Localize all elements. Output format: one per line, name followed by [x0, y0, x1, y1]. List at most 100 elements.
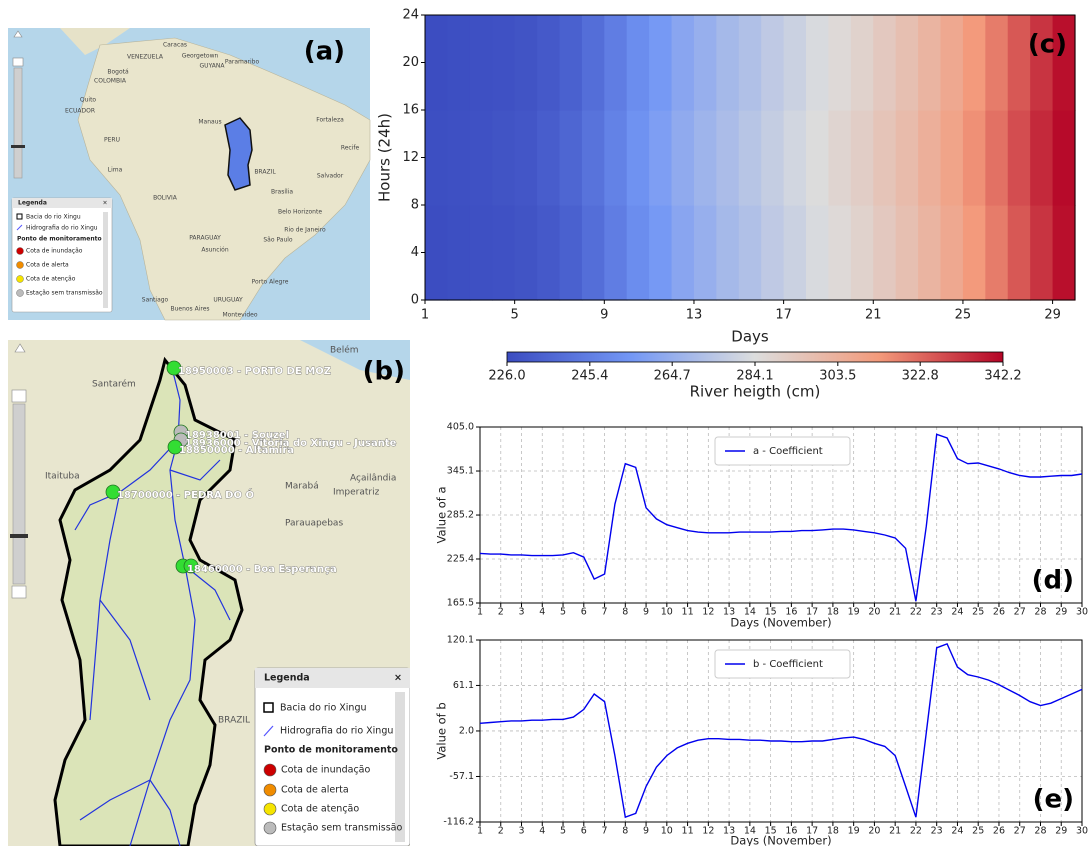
heat-cell [761, 15, 784, 111]
x-tick-label: 9 [643, 826, 649, 837]
y-tick-label: 16 [402, 103, 419, 118]
place-label: Rio de Janeiro [284, 227, 326, 234]
place-label: Santiago [142, 297, 169, 304]
heat-cell [694, 110, 717, 206]
legend-close[interactable]: × [394, 673, 402, 684]
legend-item: Cota de atenção [281, 804, 359, 815]
place-label: Fortaleza [316, 117, 344, 124]
x-tick-label: 2 [498, 826, 504, 837]
place-label: Bogotá [107, 69, 129, 76]
heat-cell [492, 205, 515, 301]
heat-cell [784, 205, 807, 301]
x-tick-label: 17 [775, 308, 792, 323]
heat-cell [739, 110, 762, 206]
x-tick-label: 4 [539, 826, 545, 837]
place-label: Quito [80, 97, 97, 104]
heat-cell [470, 205, 493, 301]
place-label: Montevideo [222, 312, 257, 319]
legend-box [255, 668, 410, 846]
heat-cell [425, 110, 448, 206]
zoom-out[interactable] [12, 586, 26, 598]
x-tick-label: 24 [951, 826, 963, 837]
y-tick-label: 225.4 [447, 553, 474, 564]
place-label: Caracas [163, 42, 187, 49]
y-tick-label: 20 [402, 55, 419, 70]
zoom-handle[interactable] [10, 534, 28, 538]
x-tick-label: 24 [951, 607, 963, 618]
heat-cell [627, 205, 650, 301]
x-tick-label: 9 [643, 607, 649, 618]
x-tick-label: 4 [539, 607, 545, 618]
heat-cell [672, 15, 695, 111]
heat-cell [425, 15, 448, 111]
x-tick-label: 26 [993, 826, 1005, 837]
zoom-slider[interactable] [13, 404, 25, 584]
zoom-in[interactable] [13, 58, 23, 66]
heat-cell [941, 15, 964, 111]
heat-cell [784, 110, 807, 206]
heat-cell [627, 15, 650, 111]
zoom-in[interactable] [12, 390, 26, 402]
place-label: PERU [104, 137, 120, 144]
x-tick-label: 5 [560, 607, 566, 618]
heat-cell [873, 15, 896, 111]
heat-cell [1053, 205, 1076, 301]
y-tick-label: -116.2 [443, 817, 474, 828]
heat-cell [1008, 110, 1031, 206]
heat-cell [896, 15, 919, 111]
x-tick-label: 12 [702, 826, 714, 837]
heat-cell [918, 110, 941, 206]
legend-item: Hidrografia do rio Xingu [26, 225, 98, 232]
y-tick-label: 4 [411, 245, 419, 260]
colorbar-label: River heigth (cm) [690, 383, 821, 401]
place-label: São Paulo [263, 237, 293, 244]
heat-cell [1030, 110, 1053, 206]
x-tick-label: 30 [1076, 826, 1088, 837]
heat-cell [739, 205, 762, 301]
x-tick-label: 29 [1055, 607, 1067, 618]
place-label: Salvador [317, 173, 344, 180]
legend-close[interactable]: × [102, 200, 107, 207]
colorbar-tick-label: 264.7 [654, 369, 691, 384]
heat-cell [447, 110, 470, 206]
heat-cell [582, 205, 605, 301]
x-axis-label: Days (November) [730, 616, 831, 630]
y-tick-label: 120.1 [447, 635, 474, 646]
x-tick-label: 29 [1055, 826, 1067, 837]
x-tick-label: 3 [518, 826, 524, 837]
x-tick-label: 25 [972, 607, 984, 618]
place-label: Parauapebas [285, 519, 343, 529]
y-tick-label: 12 [402, 150, 419, 165]
x-tick-label: 19 [848, 607, 860, 618]
legend-scrollbar[interactable] [103, 212, 108, 308]
colorbar-tick-label: 342.2 [984, 369, 1021, 384]
x-tick-label: 11 [682, 826, 694, 837]
legend-symbol [264, 784, 276, 796]
legend-symbol [17, 248, 24, 255]
place-label: Belém [330, 345, 359, 356]
heat-cell [1030, 205, 1053, 301]
x-tick-label: 21 [865, 308, 882, 323]
zoom-handle[interactable] [11, 145, 25, 148]
place-label: Georgetown [182, 53, 219, 60]
heat-cell [604, 15, 627, 111]
heat-cell [649, 110, 672, 206]
legend-scrollbar[interactable] [395, 692, 405, 842]
zoom-slider[interactable] [14, 68, 22, 178]
colorbar-tick-label: 284.1 [736, 369, 773, 384]
heat-cell [649, 15, 672, 111]
x-tick-label: 7 [602, 607, 608, 618]
heat-cell [851, 205, 874, 301]
x-tick-label: 3 [518, 607, 524, 618]
legend-item: Hidrografia do rio Xingu [280, 726, 393, 737]
heat-cell [806, 110, 829, 206]
x-tick-label: 1 [477, 826, 483, 837]
heat-cell [515, 15, 538, 111]
heat-cell [941, 110, 964, 206]
y-tick-label: 405.0 [447, 422, 474, 433]
legend-item: Cota de alerta [26, 262, 69, 269]
heat-cell [447, 15, 470, 111]
heat-cell [515, 110, 538, 206]
x-tick-label: 29 [1044, 308, 1061, 323]
place-label: Porto Alegre [252, 279, 289, 286]
